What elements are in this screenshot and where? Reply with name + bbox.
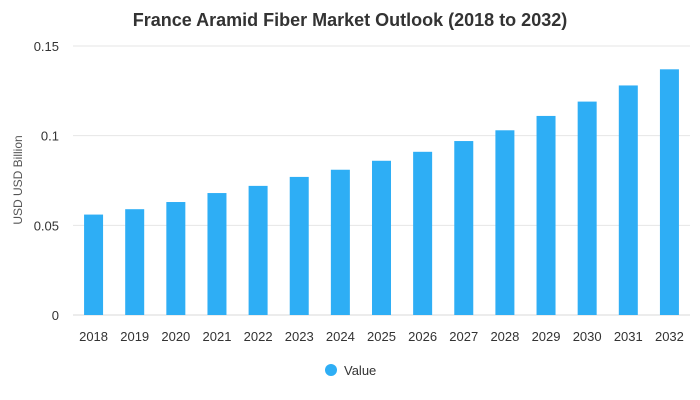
legend-label-value: Value [344, 363, 376, 378]
legend[interactable]: Value [325, 363, 376, 378]
bar-2030[interactable] [577, 101, 597, 316]
x-tick-label: 2027 [449, 329, 478, 344]
x-tick-label: 2028 [490, 329, 519, 344]
x-tick-label: 2030 [573, 329, 602, 344]
bars [84, 69, 679, 316]
bar-2019[interactable] [125, 209, 145, 315]
y-tick-label: 0.1 [41, 129, 59, 144]
bar-2026[interactable] [413, 151, 433, 315]
y-tick-label: 0 [52, 308, 59, 323]
bar-2021[interactable] [207, 193, 227, 315]
y-tick-label: 0.15 [34, 39, 59, 54]
bar-2029[interactable] [536, 115, 556, 315]
x-tick-label: 2025 [367, 329, 396, 344]
x-tick-label: 2026 [408, 329, 437, 344]
x-tick-label: 2024 [326, 329, 355, 344]
bar-2018[interactable] [84, 214, 104, 315]
y-axis-ticks: 0 0.05 0.1 0.15 [34, 39, 59, 323]
bar-2022[interactable] [248, 185, 268, 315]
bar-2027[interactable] [454, 141, 474, 315]
bar-2025[interactable] [372, 160, 391, 315]
x-tick-label: 2018 [79, 329, 108, 344]
bar-2031[interactable] [618, 85, 638, 315]
x-tick-label: 2022 [244, 329, 273, 344]
bar-2032[interactable] [659, 69, 679, 316]
y-axis-label: USD USD Billion [11, 135, 25, 224]
x-axis-ticks: 2018 2019 2020 2021 2022 2023 2024 2025 2026 2027… [79, 329, 684, 344]
x-tick-label: 2031 [614, 329, 643, 344]
bar-2020[interactable] [166, 202, 186, 315]
x-tick-label: 2020 [161, 329, 190, 344]
bar-2024[interactable] [330, 169, 350, 315]
bar-2028[interactable] [495, 130, 515, 315]
legend-marker [325, 364, 337, 376]
bar-2023[interactable] [289, 176, 309, 315]
y-tick-label: 0.05 [34, 218, 59, 233]
x-tick-label: 2021 [203, 329, 232, 344]
chart-title: France Aramid Fiber Market Outlook (2018… [133, 10, 567, 30]
x-tick-label: 2019 [120, 329, 149, 344]
x-tick-label: 2029 [532, 329, 561, 344]
x-tick-label: 2023 [285, 329, 314, 344]
x-tick-label: 2032 [655, 329, 684, 344]
